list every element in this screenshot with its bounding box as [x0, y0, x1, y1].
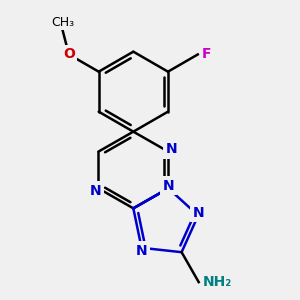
Text: N: N	[90, 184, 101, 198]
Text: CH₃: CH₃	[52, 16, 75, 29]
Text: N: N	[163, 178, 174, 193]
Text: F: F	[202, 47, 212, 61]
Text: N: N	[192, 206, 204, 220]
Text: N: N	[165, 142, 177, 156]
Text: O: O	[63, 47, 75, 61]
Text: N: N	[136, 244, 147, 258]
Text: NH₂: NH₂	[203, 275, 232, 289]
